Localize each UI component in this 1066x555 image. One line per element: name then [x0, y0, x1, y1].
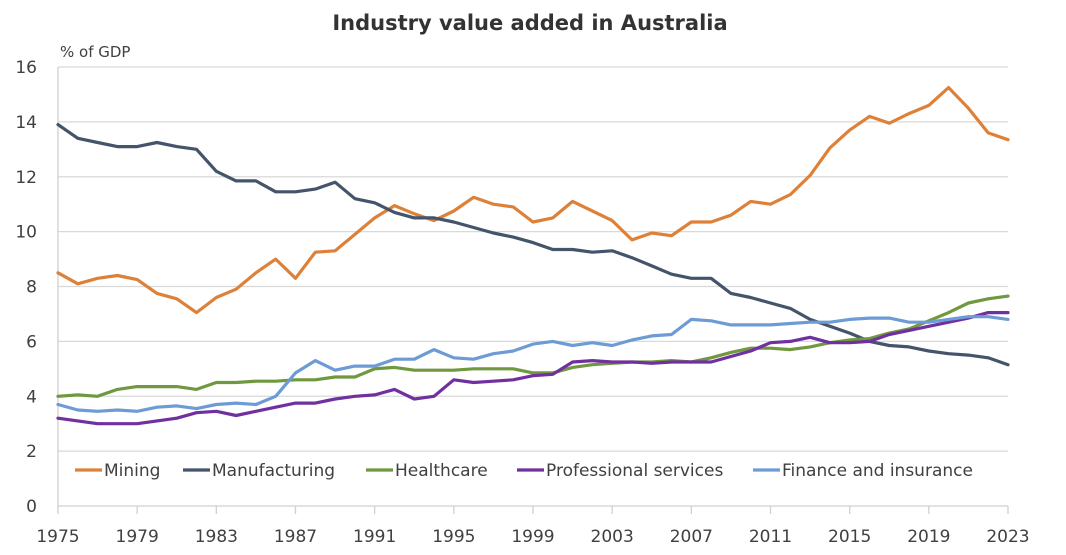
- chart-title: Industry value added in Australia: [332, 11, 727, 35]
- gridlines: [57, 66, 1008, 507]
- series-line-healthcare: [56, 294, 1010, 398]
- y-axis-unit-label: % of GDP: [60, 43, 130, 61]
- series-lines: [56, 85, 1010, 426]
- x-tick-label: 2019: [907, 527, 950, 547]
- legend-item: Healthcare: [366, 461, 488, 481]
- series-line-professional-services: [56, 311, 1010, 426]
- y-tick-label: 12: [15, 168, 37, 188]
- x-tick-label: 1987: [274, 527, 317, 547]
- legend-item: Mining: [75, 461, 160, 481]
- series-line-finance-and-insurance: [56, 315, 1010, 413]
- legend-label: Finance and insurance: [782, 461, 973, 481]
- series-line-manufacturing: [56, 122, 1010, 367]
- y-tick-label: 2: [26, 442, 37, 462]
- y-tick-label: 4: [26, 387, 37, 407]
- x-tick-label: 1999: [511, 527, 554, 547]
- y-tick-label: 6: [26, 332, 37, 352]
- x-axis-ticks: 1975 1979 1983 1987 1991 1995 1999 2003 2007 2011…: [36, 506, 1030, 547]
- y-tick-label: 10: [15, 223, 37, 243]
- legend-label: Professional services: [546, 461, 723, 481]
- y-tick-label: 0: [26, 497, 37, 517]
- legend-item: Manufacturing: [183, 461, 335, 481]
- x-tick-label: 2011: [749, 527, 792, 547]
- legend: Mining Manufacturing Healthcare Professiona…: [75, 461, 973, 481]
- y-tick-label: 8: [26, 278, 37, 298]
- x-tick-label: 2003: [591, 527, 634, 547]
- legend-item: Professional services: [517, 461, 723, 481]
- x-tick-label: 1975: [36, 527, 79, 547]
- x-tick-label: 1979: [116, 527, 159, 547]
- legend-item: Finance and insurance: [753, 461, 973, 481]
- legend-label: Mining: [104, 461, 160, 481]
- y-axis-ticks: 0 2 4 6 8 10 12 14 16: [15, 58, 37, 517]
- x-tick-label: 2015: [828, 527, 871, 547]
- y-tick-label: 16: [15, 58, 37, 78]
- x-tick-label: 1995: [432, 527, 475, 547]
- x-tick-label: 2007: [670, 527, 713, 547]
- x-tick-label: 1983: [195, 527, 238, 547]
- x-tick-label: 2023: [986, 527, 1029, 547]
- series-line-mining: [56, 85, 1010, 315]
- x-tick-label: 1991: [353, 527, 396, 547]
- legend-label: Healthcare: [395, 461, 488, 481]
- y-tick-label: 14: [15, 113, 37, 133]
- legend-label: Manufacturing: [212, 461, 335, 481]
